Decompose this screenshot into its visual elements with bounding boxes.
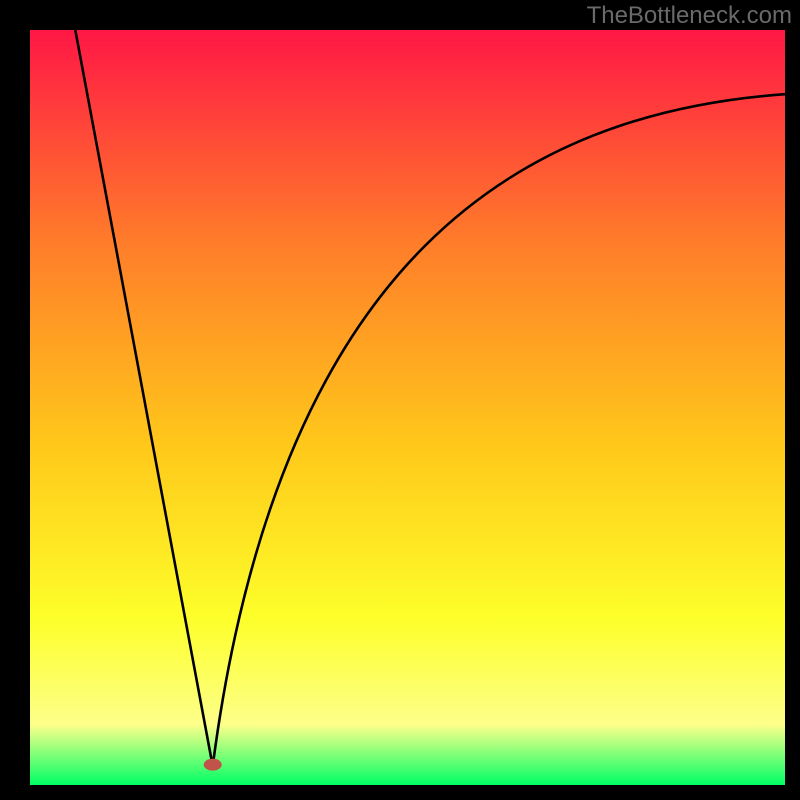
- bottleneck-chart: [0, 0, 800, 800]
- optimal-point-marker: [204, 759, 222, 771]
- watermark-text: TheBottleneck.com: [587, 2, 792, 30]
- plot-area: [30, 30, 785, 785]
- chart-container: TheBottleneck.com: [0, 0, 800, 800]
